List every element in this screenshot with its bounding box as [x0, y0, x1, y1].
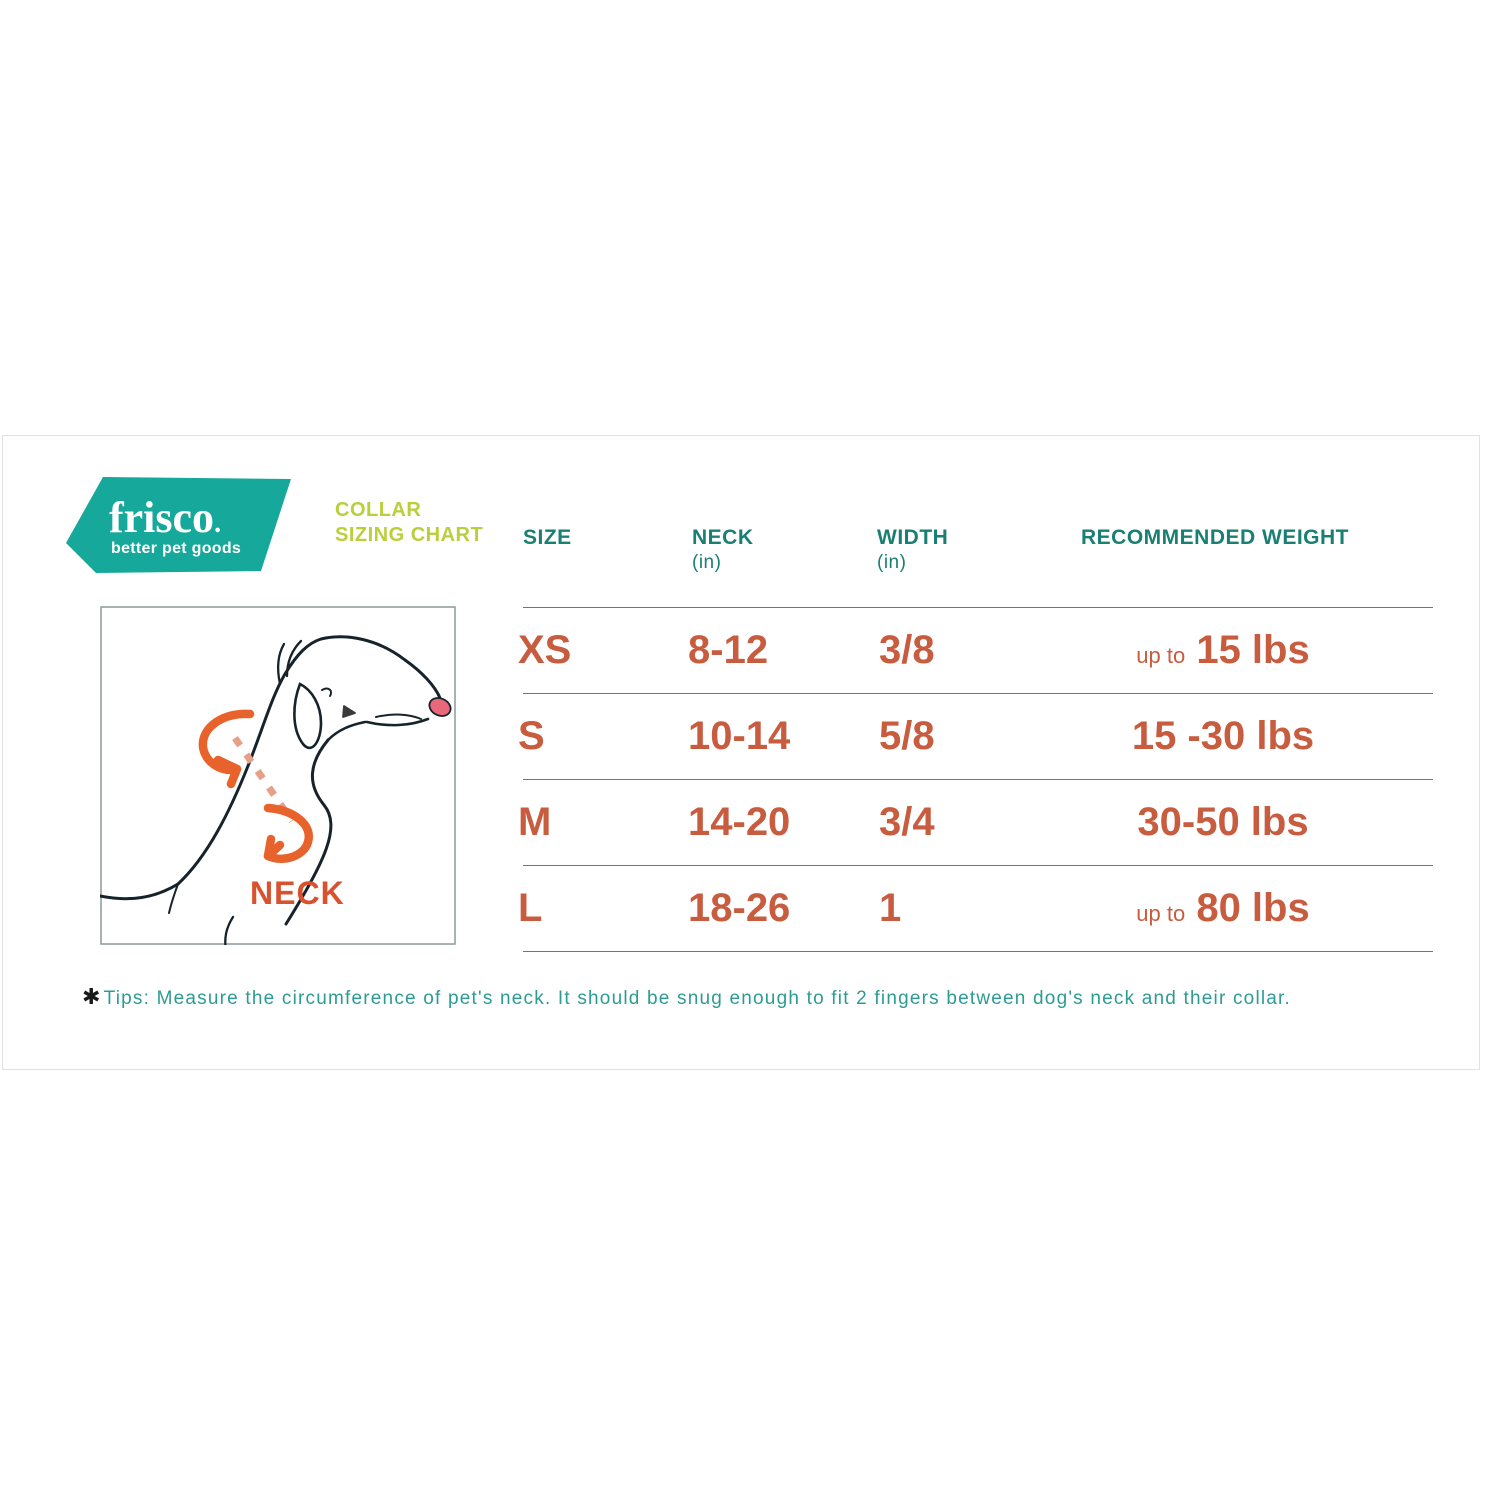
svg-text:NECK: NECK: [250, 875, 345, 911]
